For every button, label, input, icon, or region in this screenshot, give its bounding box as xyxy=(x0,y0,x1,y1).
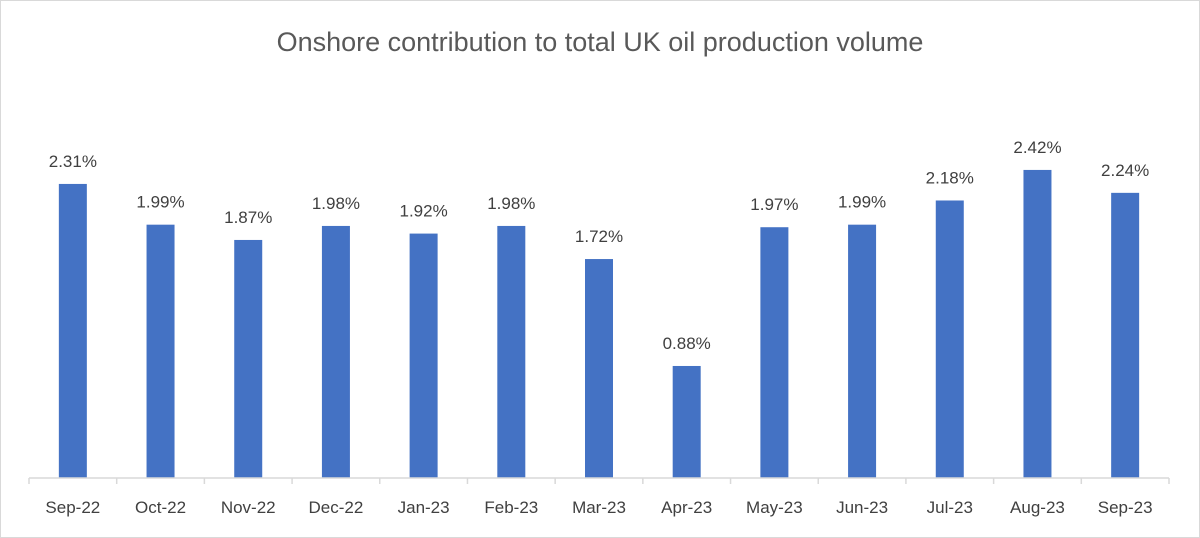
x-tick-label: Jan-23 xyxy=(398,498,450,517)
x-tick-label: Sep-23 xyxy=(1098,498,1153,517)
data-label: 1.98% xyxy=(487,194,535,213)
bar xyxy=(58,183,87,478)
data-label: 1.87% xyxy=(224,208,272,227)
data-label: 2.24% xyxy=(1101,161,1149,180)
data-label: 1.98% xyxy=(312,194,360,213)
bar xyxy=(1111,192,1140,478)
x-tick-label: Oct-22 xyxy=(135,498,186,517)
bar xyxy=(848,224,877,478)
bar xyxy=(409,233,438,478)
x-tick-label: Mar-23 xyxy=(572,498,626,517)
data-label: 1.99% xyxy=(838,193,886,212)
data-label: 2.31% xyxy=(49,152,97,171)
bar xyxy=(146,224,175,478)
x-tick-label: Nov-22 xyxy=(221,498,276,517)
bar xyxy=(935,200,964,478)
bar xyxy=(321,225,350,478)
data-label: 1.97% xyxy=(750,195,798,214)
bar xyxy=(497,225,526,478)
bar xyxy=(585,259,613,478)
data-label: 0.88% xyxy=(663,334,711,353)
x-tick-label: Jul-23 xyxy=(927,498,973,517)
chart-title: Onshore contribution to total UK oil pro… xyxy=(276,27,924,57)
data-label: 1.72% xyxy=(575,227,623,246)
x-tick-label: Sep-22 xyxy=(45,498,100,517)
data-label: 1.92% xyxy=(400,202,448,221)
x-tick-label: Jun-23 xyxy=(836,498,888,517)
bar xyxy=(760,227,789,478)
x-tick-label: Dec-22 xyxy=(309,498,364,517)
data-label: 2.18% xyxy=(926,168,974,187)
x-tick-label: Feb-23 xyxy=(484,498,538,517)
x-tick-label: May-23 xyxy=(746,498,803,517)
x-tick-label: Apr-23 xyxy=(661,498,712,517)
data-label: 2.42% xyxy=(1013,138,1061,157)
bar xyxy=(234,239,263,478)
x-tick-label: Aug-23 xyxy=(1010,498,1065,517)
bar xyxy=(1023,169,1052,478)
bar xyxy=(672,365,701,478)
data-label: 1.99% xyxy=(136,193,184,212)
